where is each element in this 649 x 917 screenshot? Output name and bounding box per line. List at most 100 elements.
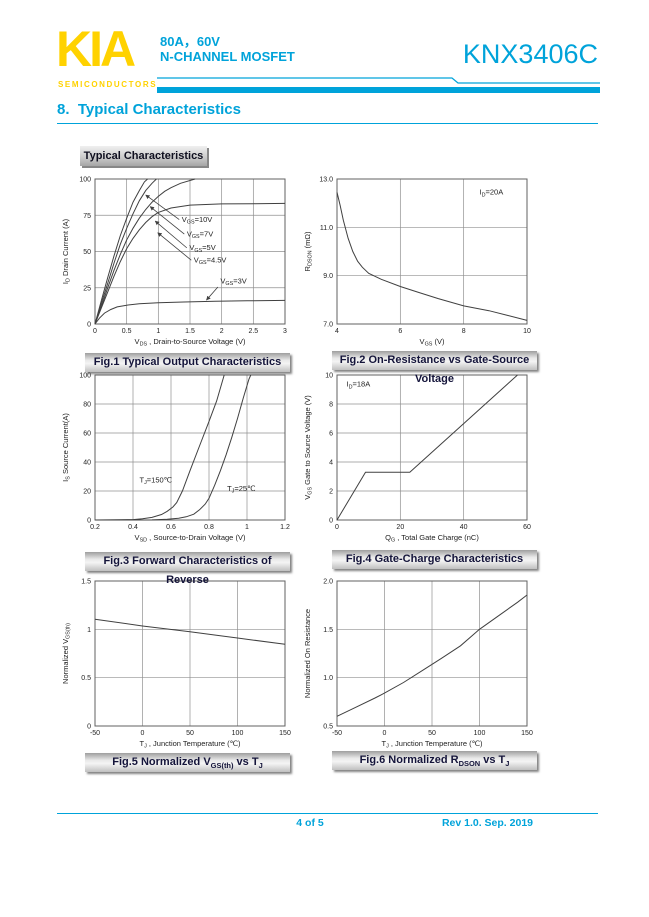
svg-text:Normalized VGS(th): Normalized VGS(th) bbox=[61, 623, 72, 684]
fig5-caption: Fig.5 Normalized VGS(th) vs TJ bbox=[85, 753, 290, 772]
svg-text:4: 4 bbox=[329, 460, 333, 467]
svg-text:0.2: 0.2 bbox=[90, 524, 100, 531]
spec-device-type: N-CHANNEL MOSFET bbox=[160, 49, 295, 64]
svg-text:75: 75 bbox=[83, 213, 91, 220]
svg-text:2.5: 2.5 bbox=[248, 328, 258, 335]
footer-rule bbox=[57, 813, 598, 814]
svg-text:8: 8 bbox=[462, 328, 466, 335]
svg-text:VGS=4.5V: VGS=4.5V bbox=[194, 255, 227, 266]
fig3-caption: Fig.3 Forward Characteristics of Reverse bbox=[85, 552, 290, 586]
svg-text:VGS=3V: VGS=3V bbox=[220, 276, 246, 287]
svg-text:100: 100 bbox=[232, 730, 244, 737]
svg-text:7.0: 7.0 bbox=[323, 322, 333, 329]
typical-characteristics-label: Typical Characteristics bbox=[80, 146, 207, 166]
svg-text:4: 4 bbox=[335, 328, 339, 335]
fig2-caption: Fig.2 On-Resistance vs Gate-Source Volta… bbox=[332, 351, 537, 385]
svg-text:TJ=150℃: TJ=150℃ bbox=[139, 475, 172, 486]
svg-text:1.2: 1.2 bbox=[280, 524, 290, 531]
svg-text:10: 10 bbox=[325, 373, 333, 380]
fig4-plot: 0 20 40 60 0 2 4 6 8 10 QG , Total Gate Charge (nC… bbox=[303, 373, 531, 544]
section-title: 8. Typical Characteristics bbox=[57, 101, 241, 118]
svg-text:60: 60 bbox=[83, 431, 91, 438]
svg-text:10: 10 bbox=[523, 328, 531, 335]
svg-text:VGS=5V: VGS=5V bbox=[189, 243, 215, 254]
svg-text:40: 40 bbox=[460, 524, 468, 531]
svg-text:0: 0 bbox=[87, 518, 91, 525]
page-number: 4 of 5 bbox=[296, 817, 324, 829]
svg-text:50: 50 bbox=[83, 249, 91, 256]
svg-text:25: 25 bbox=[83, 285, 91, 292]
svg-text:40: 40 bbox=[83, 460, 91, 467]
revision-label: Rev 1.0. Sep. 2019 bbox=[441, 817, 533, 829]
svg-text:150: 150 bbox=[279, 730, 291, 737]
svg-text:0.8: 0.8 bbox=[204, 524, 214, 531]
svg-text:0.5: 0.5 bbox=[122, 328, 132, 335]
fig3-forward-characteristics-of-reverse-chart: 0.2 0.4 0.6 0.8 1 1.2 0 20 40 60 80 100 VSD , Source… bbox=[55, 368, 299, 551]
svg-text:13.0: 13.0 bbox=[319, 177, 333, 184]
fig6-caption: Fig.6 Normalized RDSON vs TJ bbox=[332, 751, 537, 770]
svg-text:3: 3 bbox=[283, 328, 287, 335]
fig1-caption: Fig.1 Typical Output Characteristics bbox=[85, 353, 290, 372]
svg-text:50: 50 bbox=[186, 730, 194, 737]
svg-text:VGS=10V: VGS=10V bbox=[182, 215, 213, 226]
svg-text:6: 6 bbox=[398, 328, 402, 335]
svg-text:1.5: 1.5 bbox=[185, 328, 195, 335]
svg-text:0.4: 0.4 bbox=[128, 524, 138, 531]
svg-text:-50: -50 bbox=[90, 730, 100, 737]
svg-text:QG , Total Gate Charge (nC): QG , Total Gate Charge (nC) bbox=[385, 533, 479, 544]
fig5-normalized-vgsth-vs-tj-chart: -50 0 50 100 150 0 0.5 1 1.5 TJ , Junction Temper… bbox=[55, 574, 299, 757]
svg-text:VGS Gate to Source Voltage (V: VGS Gate to Source Voltage (V) bbox=[303, 395, 314, 500]
header-accent-bar bbox=[157, 87, 600, 93]
svg-text:0: 0 bbox=[335, 524, 339, 531]
fig4-gate-charge-characteristics-chart: 0 20 40 60 0 2 4 6 8 10 QG , Total Gate Charge (nC… bbox=[297, 368, 541, 551]
svg-text:ID=20A: ID=20A bbox=[480, 188, 504, 199]
svg-text:100: 100 bbox=[79, 373, 91, 380]
svg-text:20: 20 bbox=[83, 489, 91, 496]
svg-text:ID Drain Current (A): ID Drain Current (A) bbox=[61, 218, 72, 284]
svg-text:TJ=25℃: TJ=25℃ bbox=[227, 484, 256, 495]
svg-text:0.5: 0.5 bbox=[323, 724, 333, 731]
svg-text:1.5: 1.5 bbox=[81, 579, 91, 586]
svg-text:150: 150 bbox=[521, 730, 533, 737]
svg-text:0: 0 bbox=[87, 724, 91, 731]
svg-text:VDS , Drain-to-Source Voltage: VDS , Drain-to-Source Voltage (V) bbox=[135, 337, 246, 348]
fig1-plot: 0 0.5 1 1.5 2 2.5 3 0 25 50 75 100 VDS , Drain-to-So… bbox=[61, 177, 287, 348]
fig3-plot: 0.2 0.4 0.6 0.8 1 1.2 0 20 40 60 80 100 VSD , Source… bbox=[61, 373, 290, 544]
svg-text:2: 2 bbox=[220, 328, 224, 335]
svg-text:80: 80 bbox=[83, 402, 91, 409]
svg-text:VGS (V): VGS (V) bbox=[420, 337, 445, 348]
svg-text:1.0: 1.0 bbox=[323, 675, 333, 682]
svg-text:50: 50 bbox=[428, 730, 436, 737]
svg-text:100: 100 bbox=[79, 177, 91, 184]
svg-text:2: 2 bbox=[329, 489, 333, 496]
svg-text:100: 100 bbox=[474, 730, 486, 737]
kia-logo-subtext: SEMICONDUCTORS bbox=[58, 80, 158, 89]
svg-text:TJ , Junction Temperature (℃): TJ , Junction Temperature (℃) bbox=[139, 739, 241, 750]
svg-text:0: 0 bbox=[383, 730, 387, 737]
svg-text:VGS=7V: VGS=7V bbox=[187, 229, 213, 240]
fig6-normalized-rdson-vs-tj-chart: -50 0 50 100 150 0.5 1.0 1.5 2.0 TJ , Junction Te… bbox=[297, 574, 541, 757]
svg-text:20: 20 bbox=[396, 524, 404, 531]
svg-text:1: 1 bbox=[245, 524, 249, 531]
svg-text:6: 6 bbox=[329, 431, 333, 438]
svg-text:-50: -50 bbox=[332, 730, 342, 737]
svg-text:Normalized On Resistance: Normalized On Resistance bbox=[303, 609, 312, 698]
svg-text:2.0: 2.0 bbox=[323, 579, 333, 586]
fig2-on-resistance-vs-gate-source-voltage-chart: 4 6 8 10 7.0 9.0 11.0 13.0 VGS (V) RDSON (mΩ) ID=2… bbox=[297, 172, 541, 355]
svg-text:11.0: 11.0 bbox=[320, 225, 333, 232]
fig6-plot: -50 0 50 100 150 0.5 1.0 1.5 2.0 TJ , Junction Te… bbox=[303, 579, 533, 750]
svg-text:VSD , Source-to-Drain Voltage: VSD , Source-to-Drain Voltage (V) bbox=[135, 533, 246, 544]
svg-text:0: 0 bbox=[87, 322, 91, 329]
part-number: KNX3406C bbox=[462, 39, 598, 69]
svg-text:0.6: 0.6 bbox=[166, 524, 176, 531]
svg-text:0: 0 bbox=[329, 518, 333, 525]
svg-text:RDSON (mΩ): RDSON (mΩ) bbox=[303, 231, 314, 271]
header-rule bbox=[157, 77, 600, 84]
svg-text:8: 8 bbox=[329, 402, 333, 409]
kia-logo: KIA bbox=[56, 21, 136, 77]
section-rule bbox=[57, 123, 598, 124]
svg-text:1: 1 bbox=[156, 328, 160, 335]
svg-text:60: 60 bbox=[523, 524, 531, 531]
